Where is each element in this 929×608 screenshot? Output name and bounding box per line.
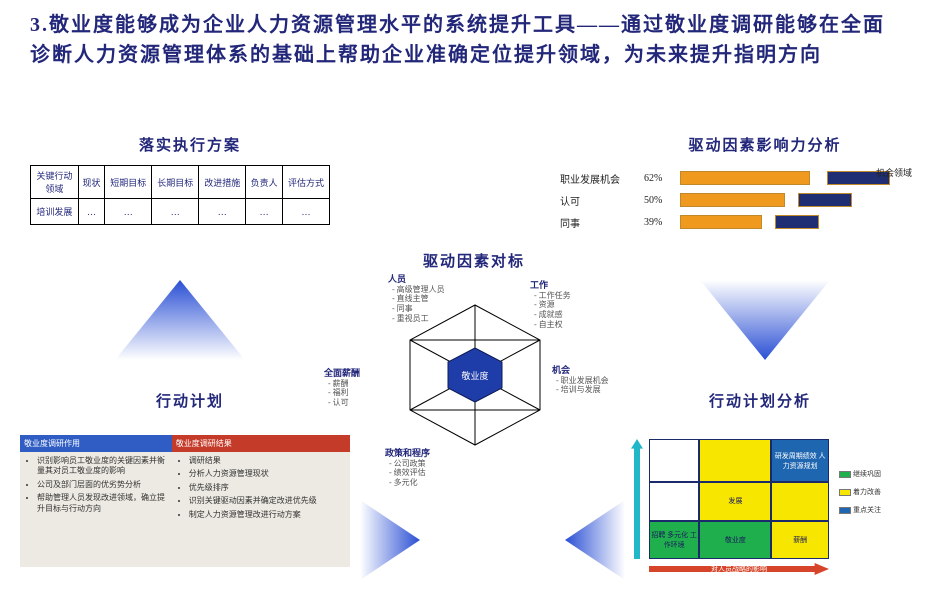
center-section-title: 驱动因素对标 (384, 250, 564, 271)
right-section-title-2: 行动计划分析 (660, 390, 860, 411)
hex-group: 全面薪酬薪酬福利认可 (324, 368, 360, 408)
left-section-title-1: 落实执行方案 (70, 134, 310, 155)
bar-pct: 39% (644, 217, 680, 228)
td: … (199, 199, 246, 225)
th: 关键行动领域 (31, 166, 79, 199)
matrix-legend-item: 继续巩固 (839, 469, 881, 479)
gradient-arrow-left-icon (565, 500, 625, 580)
legend-label: 继续巩固 (853, 469, 881, 479)
panel-item: 制定人力资源管理改进行动方案 (189, 510, 345, 520)
bar-segment-orange (680, 171, 810, 185)
td: … (105, 199, 152, 225)
bar-segment-navy (798, 193, 853, 207)
bar-pct: 62% (644, 173, 680, 184)
execution-table: 关键行动领域 现状 短期目标 长期目标 改进措施 负责人 评估方式 培训发展 …… (30, 165, 330, 225)
action-plan-panel: 敬业度调研作用 识别影响员工敬业度的关键因素并衡量其对员工敬业度的影响公司及部门… (20, 435, 350, 567)
bar-track (680, 171, 890, 185)
td: … (282, 199, 329, 225)
legend-swatch (839, 471, 851, 478)
page-headline: 3.敬业度能够成为企业人力资源管理水平的系统提升工具——通过敬业度调研能够在全面… (0, 0, 929, 70)
bar-segment-orange (680, 193, 785, 207)
matrix-cell: 敬业度 (699, 521, 771, 559)
th: 长期目标 (152, 166, 199, 199)
panel-item: 帮助管理人员发现改进领域，确立提升目标与行动方向 (37, 493, 167, 514)
hex-group: 工作工作任务资源成就感自主权 (530, 280, 571, 329)
panel-item: 识别影响员工敬业度的关键因素并衡量其对员工敬业度的影响 (37, 456, 167, 477)
panel-item: 分析人力资源管理现状 (189, 469, 345, 479)
matrix-cell (699, 439, 771, 482)
th: 短期目标 (105, 166, 152, 199)
right-section-title-1: 驱动因素影响力分析 (640, 134, 890, 155)
matrix-cell (771, 482, 829, 520)
hex-core-label: 敬业度 (461, 370, 488, 381)
legend-swatch (839, 489, 851, 496)
matrix-cell (649, 482, 699, 520)
th: 负责人 (246, 166, 283, 199)
table-row: 培训发展 … … … … … … (31, 199, 330, 225)
bar-segment-navy (775, 215, 819, 229)
matrix-cell: 薪酬 (771, 521, 829, 559)
matrix-legend-item: 着力改善 (839, 487, 881, 497)
td: … (246, 199, 283, 225)
gradient-arrow-right-icon (360, 500, 420, 580)
bar-label: 同事 (560, 215, 644, 230)
gradient-arrow-down-icon (700, 280, 830, 360)
bar-track (680, 215, 890, 229)
th: 评估方式 (282, 166, 329, 199)
bar-pct: 50% (644, 195, 680, 206)
hex-group: 政策和程序公司政策绩效评估多元化 (385, 448, 430, 488)
th: 现状 (78, 166, 104, 199)
matrix-x-label: 对人员战略的影响 (649, 564, 829, 574)
matrix-cell: 发展 (699, 482, 771, 520)
gradient-arrow-up-icon (115, 280, 245, 360)
panel-item: 调研结果 (189, 456, 345, 466)
panel-item: 公司及部门层面的优劣势分析 (37, 480, 167, 490)
bar-row: 同事39% (560, 214, 910, 230)
bar-row: 职业发展机会62%机会领域 (560, 170, 910, 186)
panel-item: 优先级排序 (189, 483, 345, 493)
hexagon-diagram: 敬业度 人员高级管理人员直线主管同事重视员工工作工作任务资源成就感自主权全面薪酬… (330, 280, 615, 480)
td: … (152, 199, 199, 225)
left-section-title-2: 行动计划 (90, 390, 290, 411)
table-header-row: 关键行动领域 现状 短期目标 长期目标 改进措施 负责人 评估方式 (31, 166, 330, 199)
legend-label: 重点关注 (853, 505, 881, 515)
matrix-cell (649, 439, 699, 482)
hex-group: 机会职业发展机会培训与发展 (552, 365, 609, 395)
panel-left-header: 敬业度调研作用 (20, 435, 172, 452)
th: 改进措施 (199, 166, 246, 199)
hex-group: 人员高级管理人员直线主管同事重视员工 (388, 274, 445, 323)
bar-row: 认可50% (560, 192, 910, 208)
matrix-y-arrow-icon (631, 439, 643, 559)
panel-right-header: 敬业度调研结果 (172, 435, 350, 452)
legend-label: 着力改善 (853, 487, 881, 497)
legend-swatch (839, 507, 851, 514)
matrix-cell: 研发周期绩效 人力资源规划 (771, 439, 829, 482)
bar-segment-orange (680, 215, 762, 229)
td-label: 培训发展 (31, 199, 79, 225)
panel-item: 识别关键驱动因素并确定改进优先级 (189, 496, 345, 506)
bar-label: 职业发展机会 (560, 171, 644, 186)
bar-track (680, 193, 890, 207)
driver-bar-chart: 职业发展机会62%机会领域认可50%同事39% (560, 170, 910, 236)
bar-note: 机会领域 (876, 166, 912, 179)
matrix-cell: 招聘 多元化 工作环境 (649, 521, 699, 559)
td: … (78, 199, 104, 225)
matrix-legend-item: 重点关注 (839, 505, 881, 515)
bar-label: 认可 (560, 193, 644, 208)
action-matrix: 对人员战略的影响 研发周期绩效 人力资源规划发展招聘 多元化 工作环境敬业度薪酬 继… (625, 435, 910, 590)
